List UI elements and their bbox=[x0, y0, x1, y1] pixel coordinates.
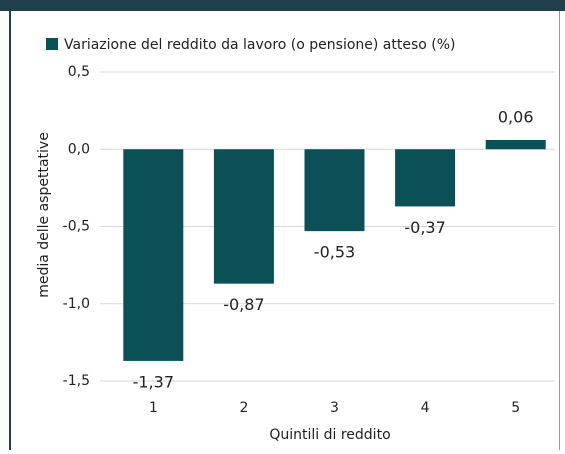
left-border bbox=[9, 11, 11, 450]
data-label: -0,37 bbox=[404, 218, 445, 237]
top-bar bbox=[0, 0, 565, 11]
legend-swatch bbox=[46, 38, 58, 50]
x-axis-label: Quintili di reddito bbox=[269, 427, 390, 443]
y-tick-label: -1,5 bbox=[63, 373, 90, 389]
data-label: -0,87 bbox=[223, 295, 264, 314]
x-tick-label: 1 bbox=[149, 400, 158, 416]
x-tick-label: 3 bbox=[330, 400, 339, 416]
bar bbox=[123, 149, 184, 361]
bar bbox=[395, 149, 456, 207]
bar bbox=[485, 139, 546, 150]
y-tick-label: 0,5 bbox=[68, 64, 90, 80]
y-axis-label: media delle aspettative bbox=[36, 132, 52, 298]
y-tick-label: 0,0 bbox=[68, 141, 90, 157]
data-label: 0,06 bbox=[498, 107, 534, 126]
right-border bbox=[559, 11, 560, 450]
x-tick-label: 5 bbox=[511, 400, 520, 416]
x-tick-label: 2 bbox=[239, 400, 248, 416]
bar bbox=[213, 149, 274, 284]
x-tick-label: 4 bbox=[421, 400, 430, 416]
bar bbox=[304, 149, 365, 232]
legend-label: Variazione del reddito da lavoro (o pens… bbox=[64, 37, 456, 53]
y-tick-label: -0,5 bbox=[63, 219, 90, 235]
data-label: -0,53 bbox=[314, 243, 355, 262]
data-label: -1,37 bbox=[133, 372, 174, 391]
y-tick-label: -1,0 bbox=[63, 296, 90, 312]
